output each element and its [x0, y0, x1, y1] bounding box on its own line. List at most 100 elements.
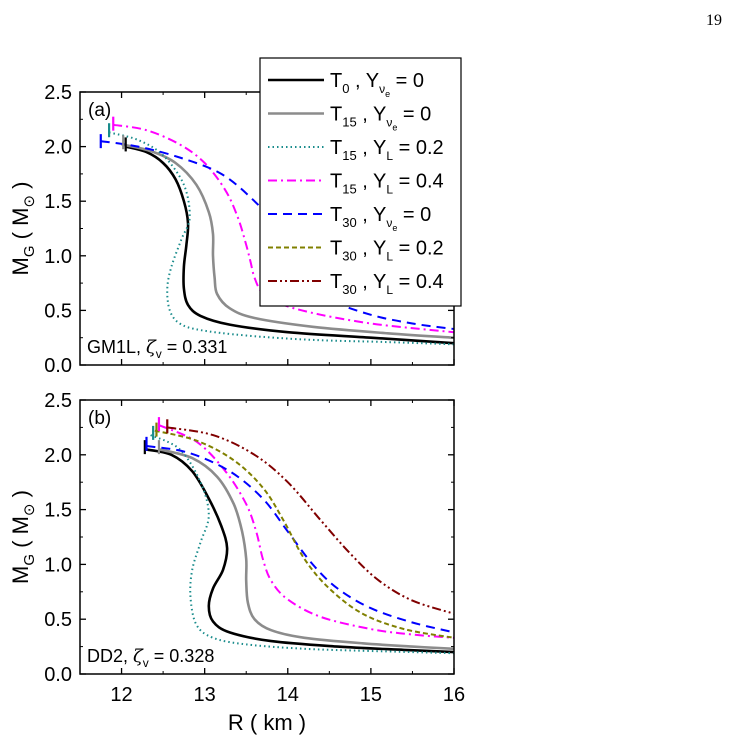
x-axis-label: R ( km ) [228, 710, 306, 735]
legend-label-T15_YL04: T15 , YL = 0.4 [330, 171, 444, 197]
series-line-T30_YL04 [167, 426, 454, 615]
legend-y-subsub: e [385, 89, 390, 99]
legend-t-sub: 30 [342, 282, 356, 297]
legend-t-sub: 15 [342, 182, 356, 197]
zeta-symbol: ζ [133, 646, 144, 667]
page-number: 19 [706, 12, 722, 29]
legend-y-sub: ν [386, 216, 392, 230]
legend-t-sub: 0 [342, 81, 349, 96]
y-tick-label: 0.5 [44, 609, 72, 631]
model-annotation: GM1L, ζv = 0.331 [87, 337, 227, 361]
legend-sep: , [357, 104, 373, 126]
y-tick-label: 0.0 [44, 664, 72, 686]
legend-y: Y [373, 271, 386, 293]
x-tick-label: 16 [443, 684, 465, 706]
legend-sep: , [349, 70, 365, 92]
legend-value: = 0.4 [393, 171, 444, 193]
legend-y: Y [373, 204, 386, 226]
legend-t: T [330, 238, 342, 260]
y-tick-label: 2.5 [44, 82, 72, 104]
series-line-T15_YL02 [150, 434, 454, 655]
legend-t-sub: 15 [342, 148, 356, 163]
legend-value: = 0.4 [393, 271, 444, 293]
legend-t: T [330, 171, 342, 193]
legend-label-T15_YL02: T15 , YL = 0.2 [330, 137, 444, 163]
legend-value: = 0 [397, 104, 431, 126]
legend-y: Y [373, 137, 386, 159]
legend-sep: , [357, 238, 373, 260]
legend-label-T30_YL04: T30 , YL = 0.4 [330, 271, 444, 297]
panel-label: (a) [88, 100, 111, 121]
x-tick-label: 12 [110, 684, 132, 706]
x-tick-label: 14 [277, 684, 299, 706]
series-line-T30_YL02 [154, 429, 454, 639]
legend-y-sub: L [386, 149, 393, 163]
y-axis-label: MG ( M⊙ ) [8, 490, 38, 584]
y-tick-label: 0.5 [44, 300, 72, 322]
legend-t: T [330, 104, 342, 126]
legend-y-subsub: e [392, 123, 397, 133]
legend-sep: , [357, 271, 373, 293]
series-line-T15_YL04 [158, 424, 454, 639]
y-tick-label: 1.5 [44, 191, 72, 213]
legend-value: = 0.2 [393, 238, 444, 260]
model-annotation: DD2, ζv = 0.328 [87, 646, 214, 670]
y-tick-label: 2.0 [44, 137, 72, 159]
series-line-T0_Yve0 [144, 448, 454, 654]
y-label-main: M [8, 566, 33, 584]
y-label-sun-symbol: ⊙ [20, 195, 38, 208]
zeta-value: = 0.328 [149, 646, 215, 666]
y-tick-label: 2.5 [44, 390, 72, 412]
y-label-sun-symbol: ⊙ [20, 503, 38, 516]
y-tick-label: 1.5 [44, 500, 72, 522]
model-name: GM1L, [87, 337, 146, 357]
legend-label-T30_YL02: T30 , YL = 0.2 [330, 238, 444, 264]
model-name: DD2, [87, 646, 133, 666]
legend-y: Y [366, 70, 379, 92]
y-label-unit-close: ) [8, 182, 33, 195]
legend-y: Y [373, 238, 386, 260]
y-label-unit-close: ) [8, 490, 33, 503]
legend-box [259, 57, 462, 307]
legend-label-T15_Yve0: T15 , Yνe = 0 [330, 104, 431, 133]
legend-y-sub: ν [379, 82, 385, 96]
series-line-T30_Yve0 [146, 445, 454, 634]
y-tick-label: 0.0 [44, 355, 72, 377]
y-label-unit-open: ( M [8, 208, 33, 246]
legend-t: T [330, 137, 342, 159]
series-line-T0_Yve0 [125, 145, 454, 345]
legend-t-sub: 30 [342, 249, 356, 264]
zeta-subscript: v [143, 656, 149, 670]
legend-value: = 0.2 [393, 137, 444, 159]
zeta-subscript: v [156, 347, 162, 361]
legend-y: Y [373, 104, 386, 126]
series-line-T15_YL04 [113, 123, 454, 334]
legend-y-sub: L [386, 183, 393, 197]
legend-t-sub: 15 [342, 115, 356, 130]
panel-label: (b) [88, 408, 111, 429]
legend-t: T [330, 204, 342, 226]
series-line-T15_Yve0 [121, 143, 454, 339]
zeta-symbol: ζ [146, 337, 157, 358]
y-label-sub: G [21, 554, 38, 566]
legend-t: T [330, 70, 342, 92]
y-tick-label: 1.0 [44, 246, 72, 268]
legend-label-T0_Yve0: T0 , Yνe = 0 [330, 70, 424, 99]
y-axis-label: MG ( M⊙ ) [8, 182, 38, 276]
y-label-main: M [8, 257, 33, 275]
legend-y: Y [373, 171, 386, 193]
legend-sep: , [357, 204, 373, 226]
legend-value: = 0 [397, 204, 431, 226]
legend-t: T [330, 271, 342, 293]
legend-y-sub: L [386, 250, 393, 264]
legend-sep: , [357, 137, 373, 159]
legend-y-sub: L [386, 283, 393, 297]
y-tick-label: 2.0 [44, 445, 72, 467]
zeta-value: = 0.331 [162, 337, 228, 357]
legend-y-sub: ν [386, 116, 392, 130]
panel-b: 12 13 14 15 16 0.0 0.5 1.0 1.5 2.0 2.5 (b) DD2, ζv =… [8, 390, 465, 735]
y-tick-label: 1.0 [44, 554, 72, 576]
y-label-sub: G [21, 245, 38, 257]
